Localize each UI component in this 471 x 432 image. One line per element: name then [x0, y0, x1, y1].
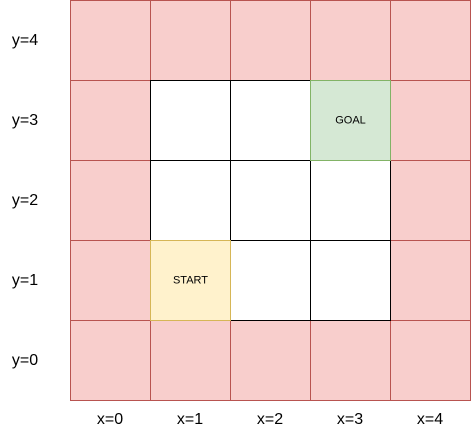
open-cell	[230, 160, 311, 241]
x-axis-label: x=3	[337, 411, 363, 428]
x-axis-label: x=2	[257, 411, 283, 428]
wall-cell	[70, 80, 151, 161]
wall-cell	[70, 160, 151, 241]
wall-cell	[70, 240, 151, 321]
x-axis-label: x=1	[177, 411, 203, 428]
y-axis-label: y=4	[12, 32, 38, 49]
y-axis-label: y=3	[12, 112, 38, 129]
open-cell	[310, 240, 391, 321]
wall-cell	[390, 240, 471, 321]
wall-cell	[390, 80, 471, 161]
wall-cell	[150, 0, 231, 81]
y-axis-labels: y=0 y=1 y=2 y=3 y=4	[12, 32, 38, 369]
wall-cell	[70, 0, 151, 81]
wall-cell	[70, 320, 151, 401]
y-axis-label: y=1	[12, 272, 38, 289]
wall-cell	[150, 320, 231, 401]
open-cells	[150, 80, 391, 321]
x-axis-labels: x=0 x=1 x=2 x=3 x=4	[97, 411, 443, 428]
open-cell	[230, 80, 311, 161]
open-cell	[150, 80, 231, 161]
wall-cell	[230, 320, 311, 401]
open-cell	[230, 240, 311, 321]
goal-cell	[310, 80, 391, 161]
grid-cells	[70, 0, 471, 401]
start-cell	[150, 240, 231, 321]
wall-cell	[390, 160, 471, 241]
start-label: START	[173, 274, 208, 286]
cell-labels: START GOAL	[173, 114, 366, 286]
special-cells	[150, 80, 391, 321]
wall-cell	[390, 320, 471, 401]
wall-cell	[310, 320, 391, 401]
x-axis-label: x=0	[97, 411, 123, 428]
y-axis-label: y=2	[12, 192, 38, 209]
goal-label: GOAL	[335, 114, 366, 126]
open-cell	[150, 160, 231, 241]
x-axis-label: x=4	[417, 411, 443, 428]
wall-cell	[310, 0, 391, 81]
open-cell	[310, 160, 391, 241]
y-axis-label: y=0	[12, 352, 38, 369]
wall-cell	[390, 0, 471, 81]
wall-cell	[230, 0, 311, 81]
